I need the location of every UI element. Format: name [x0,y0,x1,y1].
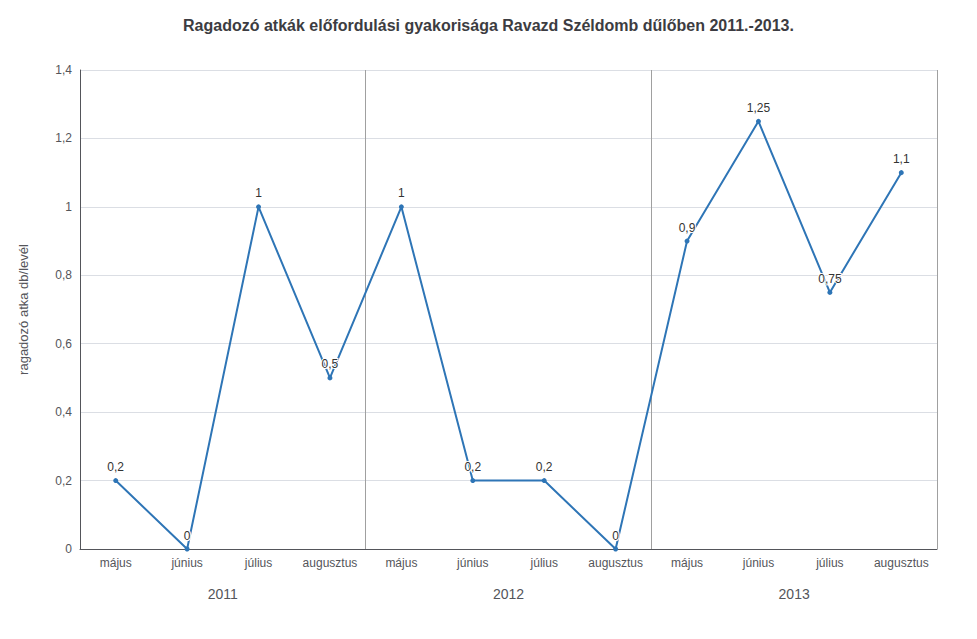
svg-text:1,2: 1,2 [55,131,72,145]
svg-text:2011: 2011 [208,586,238,602]
svg-text:0,4: 0,4 [55,405,72,419]
svg-text:1,1: 1,1 [893,152,910,166]
svg-text:augusztus: augusztus [303,556,358,570]
svg-text:0,2: 0,2 [107,460,124,474]
svg-text:május: május [385,556,417,570]
svg-text:0,9: 0,9 [679,221,696,235]
svg-text:május: május [100,556,132,570]
svg-text:0: 0 [65,542,72,556]
svg-text:1: 1 [398,186,405,200]
svg-text:0,5: 0,5 [322,357,339,371]
svg-text:2013: 2013 [779,586,810,602]
svg-text:1,4: 1,4 [55,63,72,77]
svg-text:július: július [244,556,272,570]
svg-text:Ragadozó atkák előfordulási gy: Ragadozó atkák előfordulási gyakorisága … [183,17,794,34]
svg-text:0,75: 0,75 [818,272,842,286]
svg-text:június: június [170,556,202,570]
svg-text:június: június [742,556,774,570]
svg-text:0,2: 0,2 [464,460,481,474]
svg-text:ragadozó atka db/levél: ragadozó atka db/levél [16,244,31,375]
svg-text:július: július [530,556,558,570]
svg-text:1: 1 [255,186,262,200]
svg-text:május: május [671,556,703,570]
svg-text:1,25: 1,25 [747,101,771,115]
svg-text:augusztus: augusztus [588,556,643,570]
svg-text:0: 0 [184,529,191,543]
svg-text:0,2: 0,2 [55,474,72,488]
svg-text:augusztus: augusztus [874,556,929,570]
svg-text:0,8: 0,8 [55,268,72,282]
svg-text:0,6: 0,6 [55,337,72,351]
svg-text:július: július [815,556,843,570]
svg-text:0: 0 [612,529,619,543]
svg-text:2012: 2012 [493,586,524,602]
svg-text:0,2: 0,2 [536,460,553,474]
svg-text:június: június [456,556,488,570]
svg-text:1: 1 [65,200,72,214]
